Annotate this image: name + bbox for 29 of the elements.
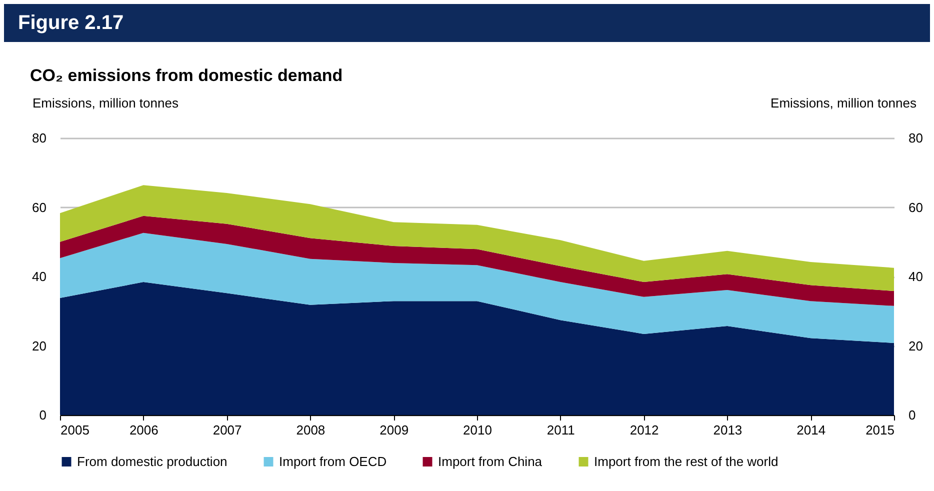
y2-axis-title: Emissions, million tonnes — [770, 96, 917, 110]
x-tick-label: 2005 — [60, 422, 90, 438]
y-tick-label: 40 — [32, 269, 46, 284]
x-tick-label: 2007 — [212, 422, 242, 438]
y-tick-label: 80 — [32, 130, 46, 146]
y2-tick-label: 20 — [908, 338, 923, 354]
x-tick-label: 2009 — [380, 422, 409, 438]
y2-tick-label: 40 — [908, 269, 923, 284]
x-tick-label: 2014 — [796, 422, 826, 438]
chart-subtitle: CO₂ emissions from domestic demand — [30, 66, 344, 86]
y2-tick-label: 60 — [908, 200, 923, 215]
x-tick-label: 2008 — [296, 422, 326, 438]
legend-label: Import from China — [438, 454, 543, 469]
y-axis-title: Emissions, million tonnes — [32, 96, 179, 110]
x-tick-label: 2013 — [713, 422, 742, 438]
y-tick-label: 20 — [32, 338, 46, 354]
y-tick-label: 0 — [39, 408, 46, 422]
x-tick-label: 2012 — [630, 422, 659, 438]
y2-tick-label: 80 — [908, 130, 923, 146]
y-tick-label: 60 — [32, 200, 46, 215]
chart-title: Figure 2.17 — [4, 4, 930, 42]
legend-label: Import from the rest of the world — [594, 454, 778, 469]
legend-label: From domestic production — [77, 454, 228, 469]
legend-label: Import from OECD — [279, 454, 387, 469]
x-tick-label: 2015 — [866, 422, 894, 438]
y2-tick-label: 0 — [908, 408, 916, 422]
x-tick-label: 2006 — [129, 422, 158, 438]
x-tick-label: 2011 — [546, 422, 575, 438]
x-tick-label: 2010 — [463, 422, 492, 438]
